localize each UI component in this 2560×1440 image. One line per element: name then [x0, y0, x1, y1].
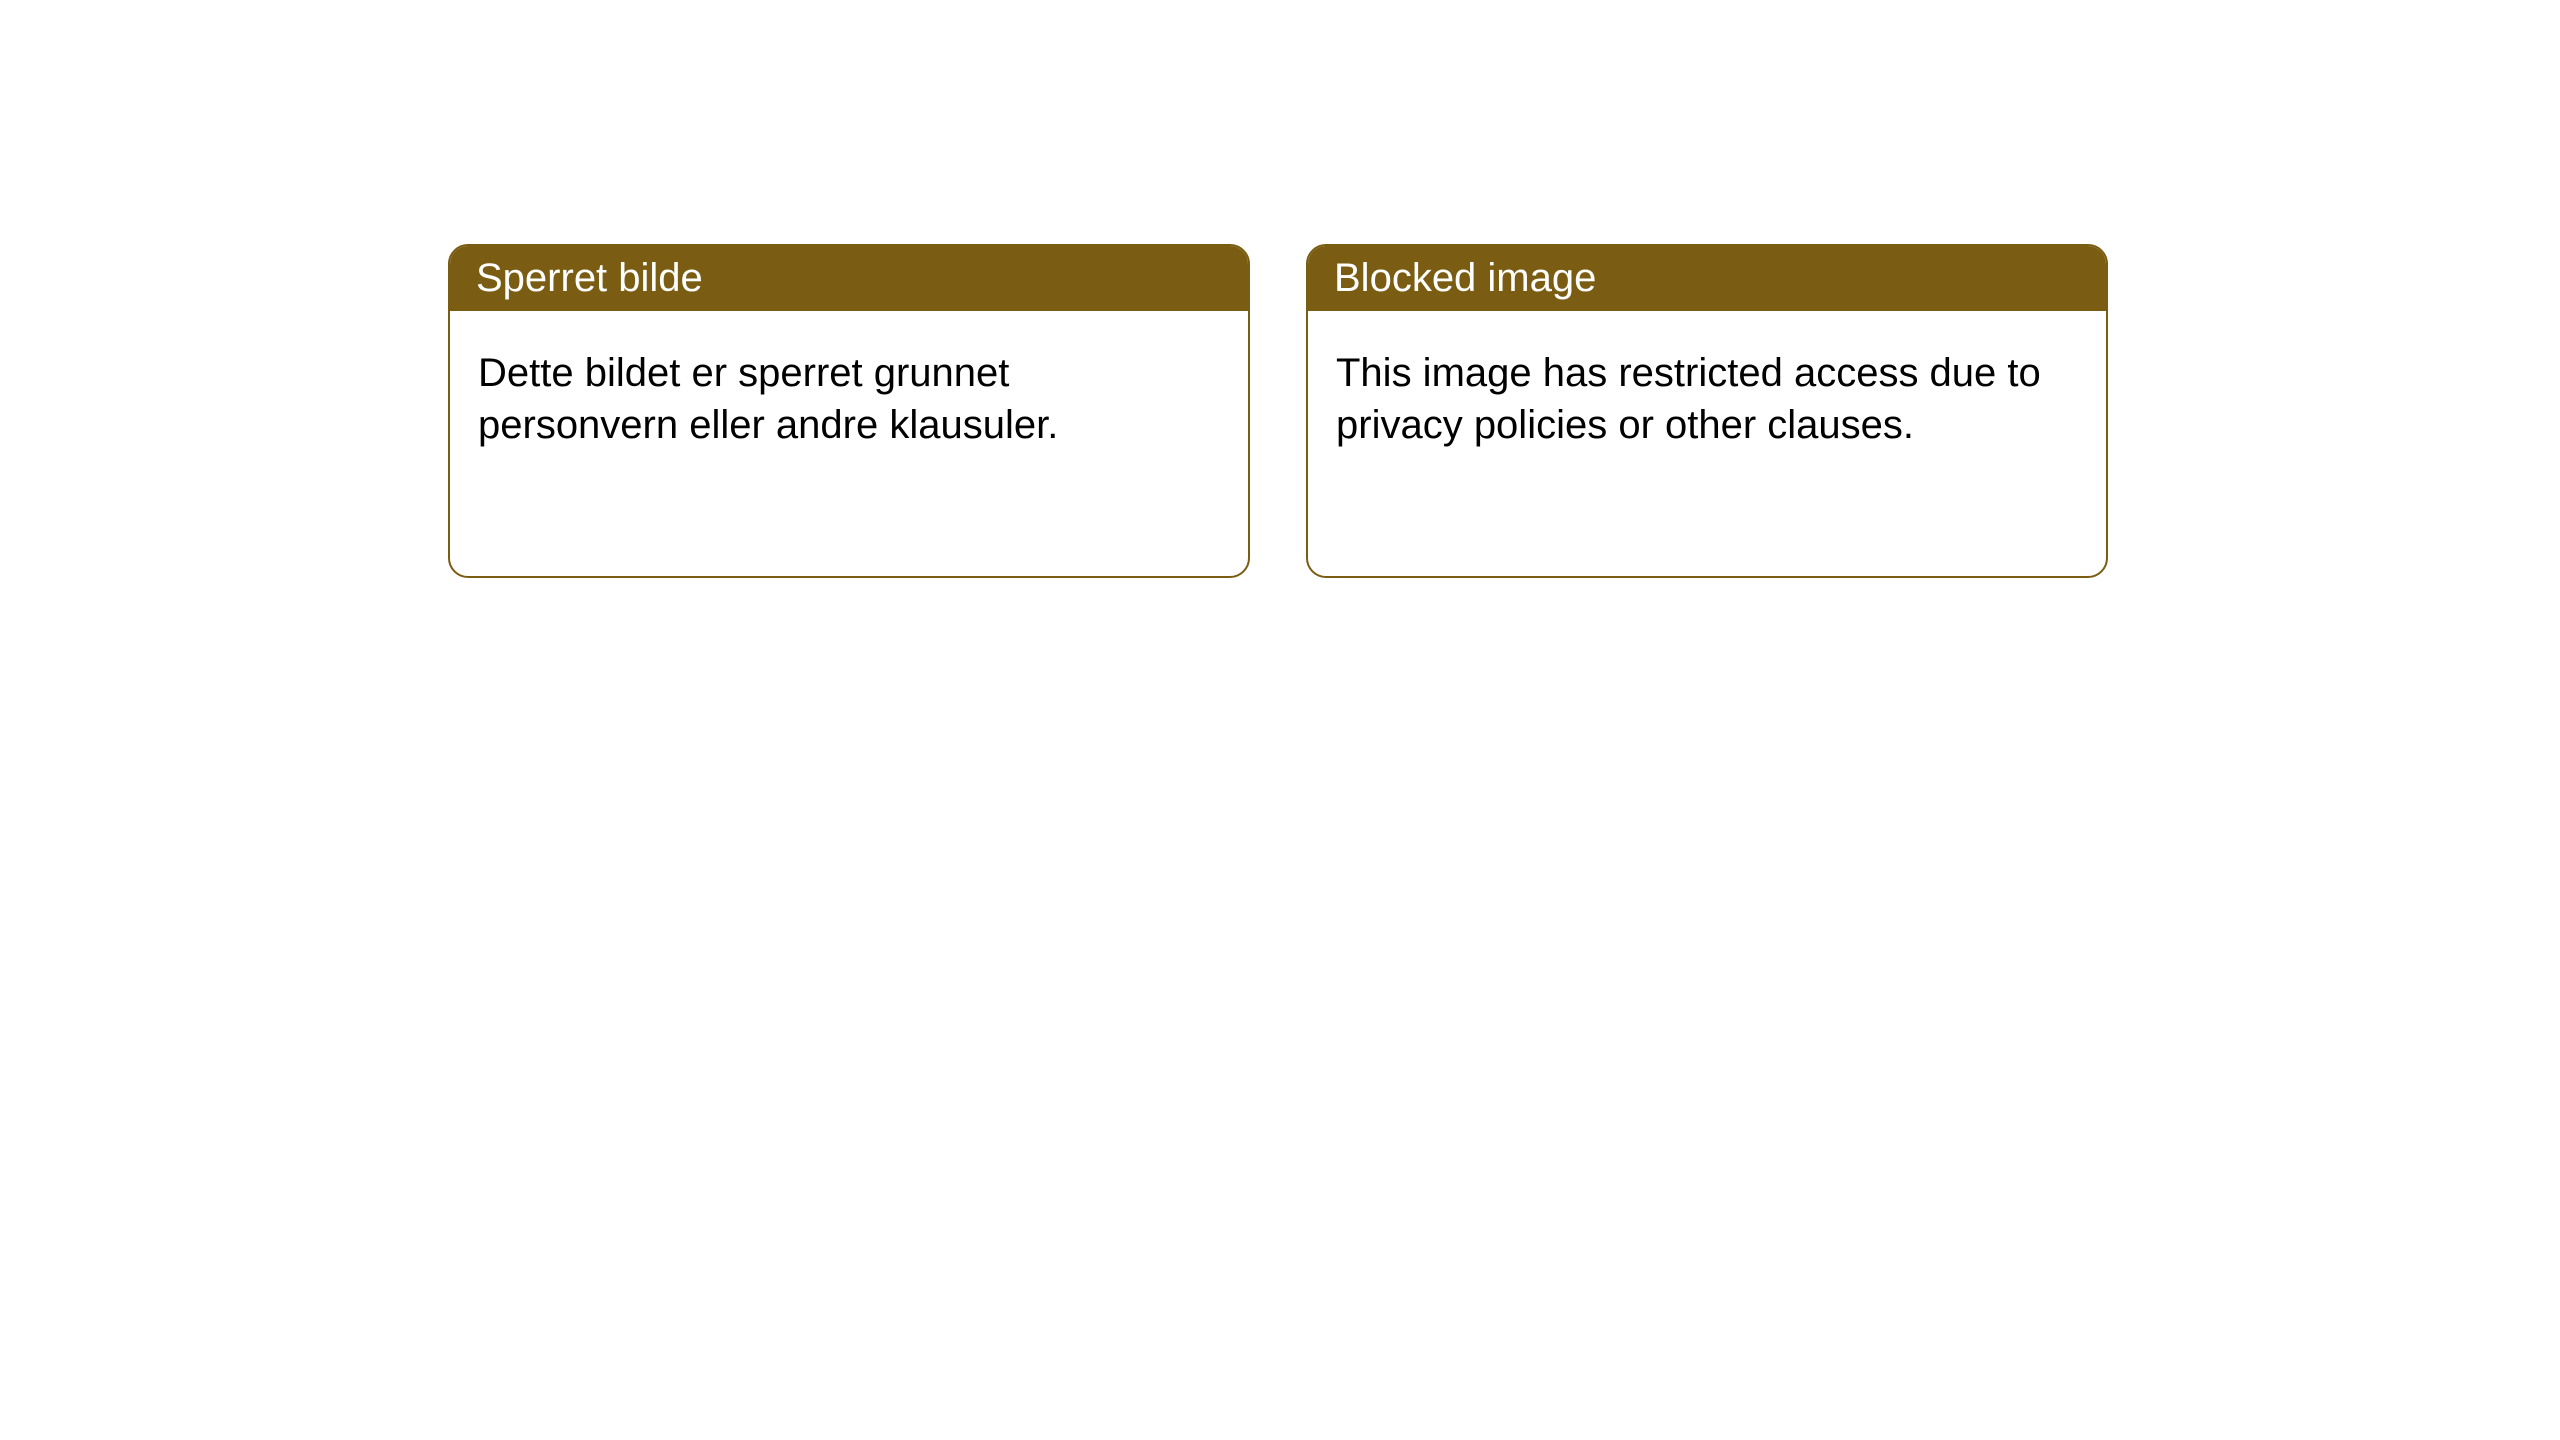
- notice-card-body: Dette bildet er sperret grunnet personve…: [450, 311, 1248, 487]
- notice-card-title: Blocked image: [1308, 246, 2106, 311]
- notice-card-norwegian: Sperret bilde Dette bildet er sperret gr…: [448, 244, 1250, 578]
- notice-cards-container: Sperret bilde Dette bildet er sperret gr…: [0, 0, 2560, 578]
- notice-card-body: This image has restricted access due to …: [1308, 311, 2106, 487]
- notice-card-english: Blocked image This image has restricted …: [1306, 244, 2108, 578]
- notice-card-title: Sperret bilde: [450, 246, 1248, 311]
